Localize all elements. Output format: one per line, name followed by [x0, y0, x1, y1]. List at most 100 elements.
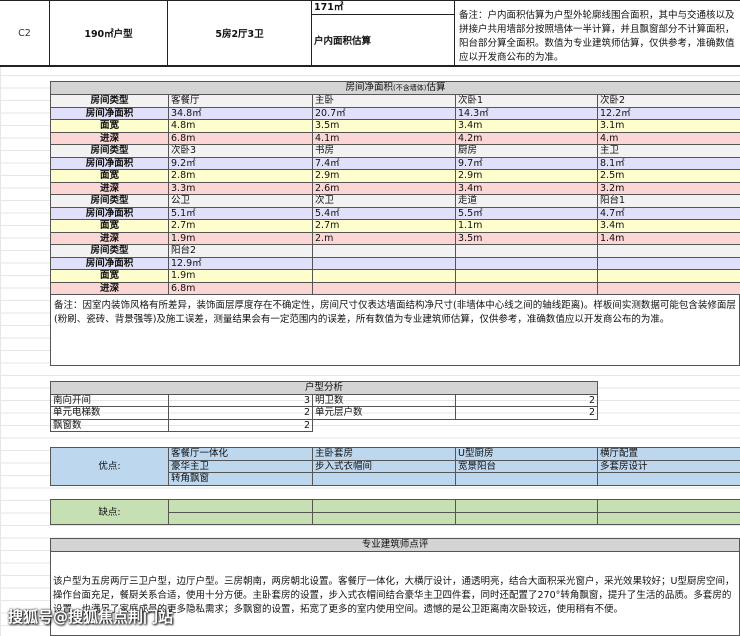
room-cell: 次卫: [312, 194, 456, 208]
pro-item: U型厨房: [455, 447, 598, 461]
pros-label: 优点:: [50, 447, 169, 486]
analysis-value: 2: [454, 406, 599, 420]
analysis-label: 南向开间: [50, 393, 169, 407]
review-section: 专业建筑师点评 该户型为五房两厅三卫户型，边厅户型。三房朝南，两房朝北设置。客餐…: [50, 538, 740, 636]
room-cell: 2.8m: [168, 169, 313, 183]
room-cell: 客餐厅: [168, 94, 313, 108]
row-label: 房间类型: [50, 194, 169, 208]
pro-item: 宽景阳台: [455, 459, 598, 473]
unit-layout: 5房2厅3卫: [168, 1, 312, 65]
room-cell: 6.8m: [168, 281, 313, 295]
room-cell: 次卧2: [597, 94, 740, 108]
room-area-table: 房间净面积(不含墙体)估算 房间类型 客餐厅 主卧 次卧1 次卧2 房间净面积 34.8㎡ 2…: [50, 81, 740, 295]
room-row: 面宽 4.8m 3.5m 3.4m 3.1m: [50, 119, 740, 133]
room-cell: 4.7㎡: [597, 206, 740, 220]
room-cell: 次卧3: [168, 144, 313, 158]
room-cell: 厨房: [455, 144, 598, 158]
room-cell: 2.7m: [168, 219, 313, 233]
analysis-row: 飘窗数 2: [50, 418, 598, 432]
room-cell: [597, 244, 740, 258]
analysis-title: 户型分析: [49, 381, 599, 395]
room-cell: [312, 256, 456, 270]
row-label: 进深: [50, 281, 169, 295]
row-label: 进深: [50, 131, 169, 145]
row-label: 房间类型: [50, 244, 169, 258]
room-cell: 3.5m: [455, 231, 598, 245]
room-row: 房间净面积 12.9㎡: [50, 256, 740, 270]
pro-item: [455, 472, 598, 486]
room-cell: 阳台2: [168, 244, 313, 258]
room-cell: [312, 269, 456, 283]
analysis-label: 飘窗数: [50, 418, 169, 432]
room-cell: 公卫: [168, 194, 313, 208]
inner-area-label: 户内面积估算: [314, 36, 372, 47]
room-cell: [455, 244, 598, 258]
room-cell: [312, 244, 456, 258]
room-row: 房间类型 公卫 次卫 走道 阳台1: [50, 194, 740, 208]
room-cell: 主卫: [597, 144, 740, 158]
room-cell: [455, 269, 598, 283]
room-cell: 2.m: [312, 231, 456, 245]
watermark: 搜狐号@搜狐焦点荆门站: [8, 608, 174, 626]
room-cell: 阳台1: [597, 194, 740, 208]
room-row: 房间净面积 9.2㎡ 7.4㎡ 9.7㎡ 8.1㎡: [50, 156, 740, 170]
unit-size: 190㎡户型: [50, 1, 168, 65]
analysis-row: 南向开间 3 明卫数 2: [50, 393, 599, 407]
room-row: 进深 6.8m 4.1m 4.2m 4.m: [50, 131, 740, 145]
pro-item: [312, 472, 456, 486]
pro-item: 横厅配置: [597, 447, 740, 461]
room-note: 备注：因室内装饰风格有所差异，装饰面层厚度存在不确定性，房间尺寸仅表达墙面结构净…: [50, 294, 740, 366]
room-cell: [455, 256, 598, 270]
analysis-label: 单元电梯数: [50, 406, 169, 420]
review-text: 该户型为五房两厅三卫户型，边厅户型。三房朝南，两房朝北设置。客餐厅一体化，大横厅…: [53, 576, 735, 615]
room-row: 房间类型 阳台2: [50, 244, 740, 258]
row-label: 房间净面积: [50, 156, 169, 170]
pros-row: 转角飘窗: [51, 472, 740, 486]
room-row: 面宽 2.7m 2.7m 1.1m 3.4m: [50, 219, 740, 233]
row-label: 房间净面积: [50, 256, 169, 270]
room-cell: 5.1㎡: [168, 206, 313, 220]
room-cell: 2.9m: [455, 169, 598, 183]
room-row: 房间净面积 34.8㎡ 20.7㎡ 14.3㎡ 12.2㎡: [50, 106, 740, 120]
room-cell: 1.9m: [168, 269, 313, 283]
pro-item: 客餐厅一体化: [168, 447, 313, 461]
pro-item: [597, 472, 740, 486]
pros-table: 优点: 客餐厅一体化 主卧套房 U型厨房 横厅配置 豪华主卫 步入式衣帽间 宽景阳台 多套房设计…: [50, 447, 740, 486]
room-row: 面宽 1.9m: [50, 269, 740, 283]
room-cell: 主卧: [312, 94, 456, 108]
analysis-label: 单元层户数: [312, 406, 456, 420]
pro-item: 主卧套房: [312, 447, 456, 461]
room-cell: 书房: [312, 144, 456, 158]
room-cell: 4.m: [597, 131, 740, 145]
pros-row: 优点: 客餐厅一体化 主卧套房 U型厨房 横厅配置: [50, 447, 740, 486]
cons-label: 缺点:: [50, 499, 169, 525]
room-cell: 4.1m: [312, 131, 456, 145]
row-label: 进深: [50, 231, 169, 245]
room-cell: [312, 281, 456, 295]
room-cell: [597, 281, 740, 295]
room-row: 面宽 2.8m 2.9m 2.9m 2.5m: [50, 169, 740, 183]
pro-item: 转角飘窗: [168, 472, 313, 486]
room-cell: 1.9m: [168, 231, 313, 245]
room-cell: 7.4㎡: [312, 156, 456, 170]
room-cell: 5.5㎡: [455, 206, 598, 220]
pro-item: 多套房设计: [597, 459, 740, 473]
room-row: 房间类型 次卧3 书房 厨房 主卫: [50, 144, 740, 158]
room-cell: 3.5m: [312, 119, 456, 133]
analysis-value: 2: [454, 393, 599, 407]
analysis-row: 单元电梯数 2 单元层户数 2: [50, 406, 599, 420]
room-cell: 4.2m: [455, 131, 598, 145]
room-cell: 次卧1: [455, 94, 598, 108]
room-row: 进深 1.9m 2.m 3.5m 1.4m: [50, 231, 740, 245]
room-cell: 3.4m: [455, 181, 598, 195]
row-label: 面宽: [50, 269, 169, 283]
room-cell: [455, 281, 598, 295]
analysis-value: 2: [168, 406, 313, 420]
room-cell: 8.1㎡: [597, 156, 740, 170]
analysis-table: 户型分析 南向开间 3 明卫数 2 单元电梯数 2 单元层户数 2 飘窗数 2: [49, 381, 599, 432]
row-label: 面宽: [50, 169, 169, 183]
room-cell: 34.8㎡: [168, 106, 313, 120]
pro-item: 步入式衣帽间: [312, 459, 456, 473]
analysis-label: 明卫数: [312, 393, 456, 407]
room-cell: 2.7m: [312, 219, 456, 233]
